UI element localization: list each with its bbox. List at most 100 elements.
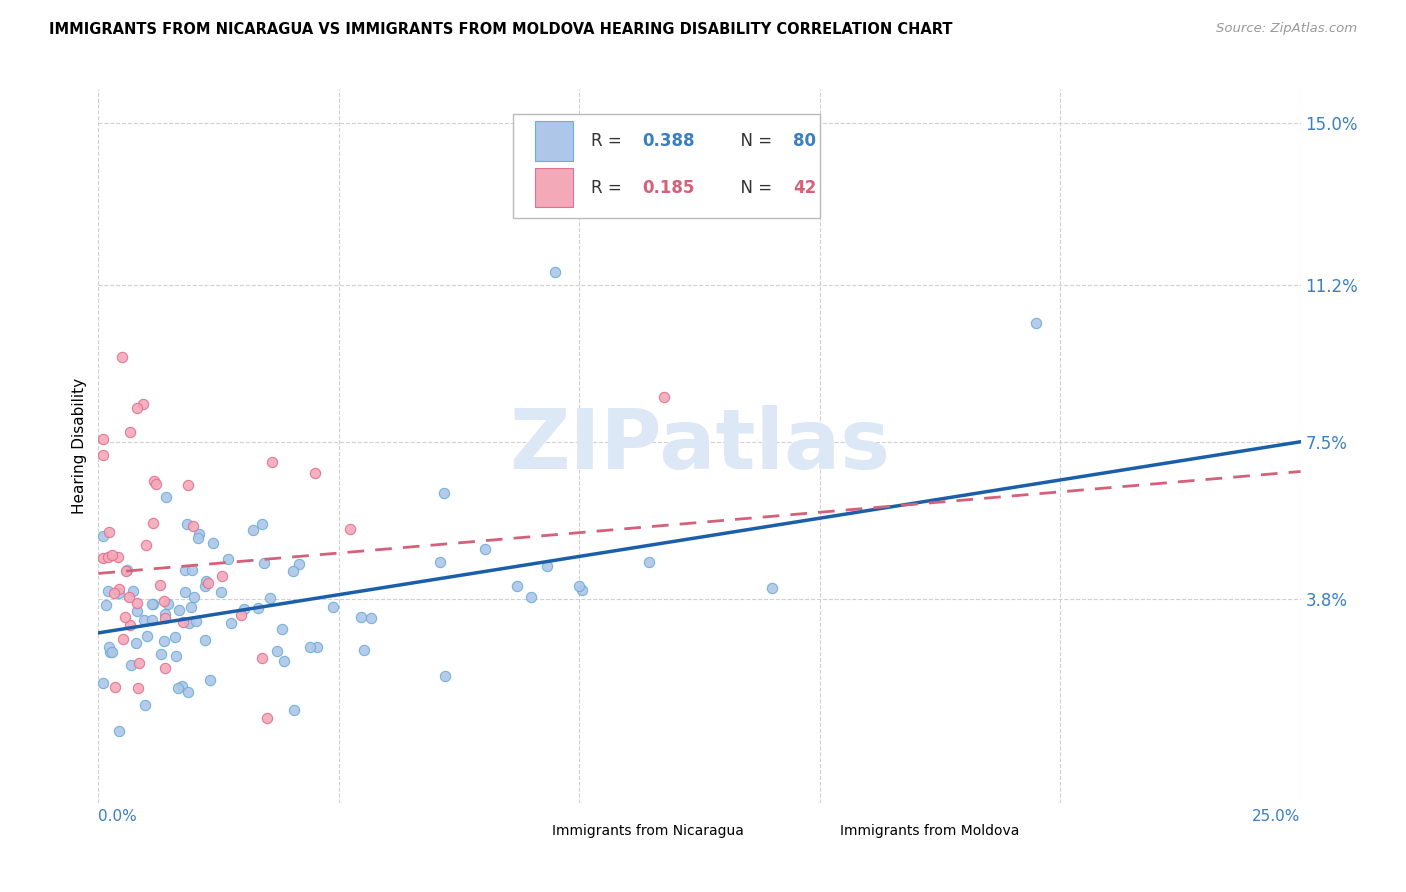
Point — [219, 615, 242, 630]
Point — [166, 681, 188, 696]
Point — [97, 524, 120, 539]
Point — [298, 640, 321, 654]
Point — [506, 579, 529, 593]
Point — [194, 632, 217, 647]
Text: 0.185: 0.185 — [641, 178, 695, 196]
Text: Source: ZipAtlas.com: Source: ZipAtlas.com — [1216, 22, 1357, 36]
Text: N =: N = — [730, 178, 778, 196]
Point — [256, 711, 278, 725]
Point — [155, 610, 177, 624]
Point — [165, 630, 187, 644]
Point — [108, 585, 131, 599]
Point — [155, 491, 177, 505]
Point — [128, 656, 150, 670]
Point — [115, 563, 138, 577]
Point — [91, 528, 114, 542]
Point — [172, 615, 194, 630]
Point — [305, 640, 328, 655]
Point — [155, 661, 177, 675]
Point — [167, 603, 190, 617]
Point — [211, 569, 233, 583]
Point — [184, 614, 207, 628]
Point — [283, 564, 305, 578]
Point — [179, 615, 201, 630]
Text: IMMIGRANTS FROM NICARAGUA VS IMMIGRANTS FROM MOLDOVA HEARING DISABILITY CORRELAT: IMMIGRANTS FROM NICARAGUA VS IMMIGRANTS … — [49, 22, 953, 37]
Text: Immigrants from Nicaragua: Immigrants from Nicaragua — [551, 824, 744, 838]
Point — [353, 643, 375, 657]
Point — [652, 390, 675, 404]
Point — [246, 601, 269, 615]
Point — [571, 583, 593, 598]
Point — [638, 555, 661, 569]
FancyBboxPatch shape — [513, 114, 820, 218]
Point — [568, 579, 591, 593]
Point — [132, 613, 155, 627]
Point — [141, 613, 163, 627]
Point — [217, 552, 239, 566]
Point — [150, 648, 173, 662]
Text: N =: N = — [730, 132, 778, 150]
Point — [142, 475, 165, 489]
Point — [107, 723, 129, 738]
Point — [97, 550, 120, 565]
Bar — [534, 168, 574, 207]
Point — [121, 657, 143, 672]
Point — [134, 698, 156, 713]
Point — [229, 607, 252, 622]
Text: 80: 80 — [793, 132, 817, 150]
Point — [145, 477, 167, 491]
Point — [322, 600, 344, 615]
Point — [253, 557, 276, 571]
Point — [187, 527, 209, 541]
Point — [252, 516, 274, 531]
Point — [98, 645, 121, 659]
Text: ZIPatlas: ZIPatlas — [509, 406, 890, 486]
Point — [187, 531, 209, 545]
Point — [181, 563, 204, 577]
Point — [135, 538, 157, 552]
Point — [283, 703, 305, 717]
Point — [91, 432, 114, 446]
Point — [360, 611, 382, 625]
Point — [304, 466, 326, 480]
Point — [125, 636, 148, 650]
Point — [141, 598, 163, 612]
Point — [176, 516, 198, 531]
Text: 25.0%: 25.0% — [1253, 809, 1301, 823]
Point — [266, 644, 288, 658]
Point — [197, 575, 219, 590]
Point — [153, 634, 176, 648]
Text: 0.0%: 0.0% — [98, 809, 138, 823]
Point — [180, 599, 202, 614]
Point — [177, 685, 200, 699]
Point — [544, 265, 567, 279]
Text: 42: 42 — [793, 178, 817, 196]
Point — [132, 396, 155, 410]
Point — [114, 609, 136, 624]
Point — [273, 654, 295, 668]
Point — [97, 583, 120, 598]
Point — [91, 676, 114, 690]
Point — [111, 350, 134, 364]
Point — [520, 590, 543, 604]
Point — [91, 449, 114, 463]
Point — [350, 610, 373, 624]
Point — [152, 594, 174, 608]
Point — [142, 597, 165, 611]
Point — [194, 578, 217, 592]
Point — [142, 516, 165, 530]
Point — [118, 425, 141, 439]
Point — [474, 541, 496, 556]
Point — [262, 455, 284, 469]
Bar — [534, 121, 574, 161]
Point — [108, 582, 131, 596]
Point — [156, 597, 179, 611]
Point — [98, 640, 121, 654]
Point — [101, 645, 124, 659]
Point — [1025, 316, 1047, 330]
Point — [181, 518, 204, 533]
Point — [287, 557, 309, 571]
Point — [339, 522, 361, 536]
Point — [170, 679, 193, 693]
Bar — [783, 815, 823, 847]
